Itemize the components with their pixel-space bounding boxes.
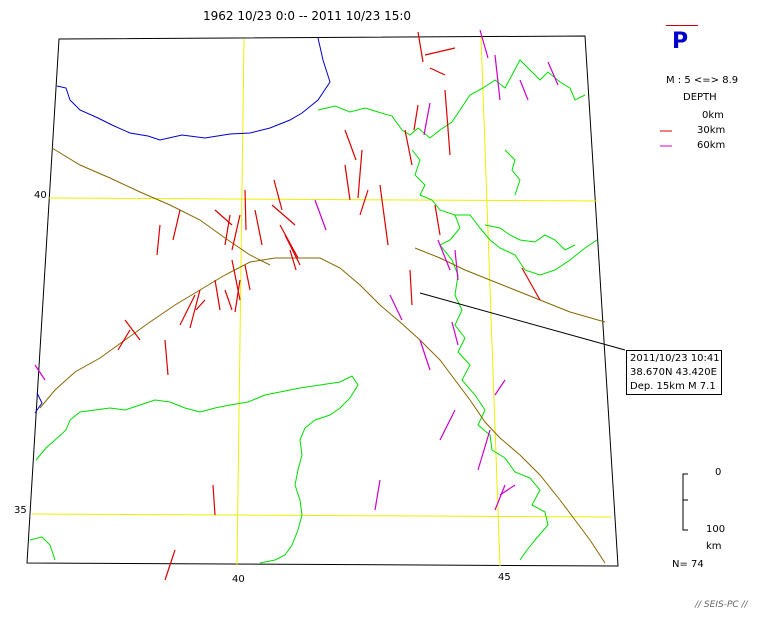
depth-scale-top: 0 xyxy=(715,467,722,478)
event-datetime: 2011/10/23 10:41 xyxy=(630,353,720,364)
coastline xyxy=(56,37,331,141)
event-mark xyxy=(224,289,233,311)
lat-35-line xyxy=(31,513,612,518)
event-mark xyxy=(451,321,459,346)
event-mark xyxy=(477,429,491,471)
event-mark xyxy=(424,47,456,56)
event-mark xyxy=(439,409,456,441)
event-mark xyxy=(195,299,206,311)
event-mark xyxy=(521,267,541,301)
event-mark xyxy=(231,214,241,251)
event-mark xyxy=(423,102,431,136)
event-mark xyxy=(409,269,413,306)
event-mark xyxy=(124,319,141,341)
event-mark xyxy=(179,294,196,326)
event-mark xyxy=(357,149,363,199)
phase-marker-bar xyxy=(666,25,698,26)
event-mark xyxy=(164,549,176,581)
event-mark xyxy=(34,364,46,381)
depth-scale-bar xyxy=(682,473,688,531)
event-mark xyxy=(172,209,181,241)
event-mark xyxy=(519,79,529,101)
lon-40-line xyxy=(236,38,245,566)
event-mark xyxy=(189,289,201,329)
depth-legend-60km: 60km xyxy=(697,140,726,151)
event-mark xyxy=(273,179,283,211)
event-mark xyxy=(404,129,413,166)
lon-45-line xyxy=(480,36,501,567)
event-mark xyxy=(284,234,301,266)
event-mark xyxy=(156,224,161,256)
event-mark xyxy=(379,184,389,246)
credit-label: // SEIS-PC // xyxy=(695,600,748,610)
event-mark xyxy=(444,89,451,156)
event-mark xyxy=(547,61,559,86)
event-mark xyxy=(374,479,381,511)
event-mark xyxy=(212,484,216,516)
depth-legend-title: DEPTH xyxy=(683,92,717,103)
magnitude-range: M : 5 <=> 8.9 xyxy=(666,75,739,86)
lon-45-label: 45 xyxy=(498,572,511,583)
borders xyxy=(29,59,598,564)
event-mark xyxy=(434,204,441,236)
event-mark xyxy=(494,484,506,511)
event-coords: 38.670N 43.420E xyxy=(630,367,717,378)
event-mark xyxy=(224,214,231,246)
event-mark xyxy=(494,379,506,396)
event-mark xyxy=(254,209,263,246)
event-mark xyxy=(429,67,446,76)
event-mark xyxy=(244,264,251,291)
event-mark xyxy=(164,339,169,376)
event-mark xyxy=(437,239,451,271)
event-mark xyxy=(494,54,501,101)
event-mark xyxy=(479,29,489,59)
event-mark xyxy=(344,129,357,161)
depth-legend-30km: 30km xyxy=(697,125,726,136)
event-mark xyxy=(417,31,424,63)
fault-lines xyxy=(39,147,606,564)
event-mark xyxy=(499,484,516,496)
phase-label: P xyxy=(672,29,689,54)
event-mark xyxy=(279,224,299,259)
event-mark xyxy=(389,294,403,321)
event-mark xyxy=(344,164,351,201)
map-frame xyxy=(26,35,619,567)
event-mark xyxy=(314,199,327,231)
depth-legend-0km: 0km xyxy=(702,110,724,121)
event-mark xyxy=(231,259,241,301)
event-mark xyxy=(214,279,221,311)
lat-35-label: 35 xyxy=(14,505,27,516)
event-mark xyxy=(419,339,431,371)
depth-scale-bottom: 100 xyxy=(706,524,726,535)
event-count: N= 74 xyxy=(672,559,704,570)
event-depth-mag: Dep. 15km M 7.1 xyxy=(630,381,716,392)
event-mark xyxy=(413,104,419,131)
lat-40-label: 40 xyxy=(34,190,47,201)
event-mark xyxy=(244,189,247,231)
event-mark xyxy=(117,329,131,351)
time-range-title: 1962 10/23 0:0 -- 2011 10/23 15:0 xyxy=(203,9,412,23)
event-mark xyxy=(271,204,296,226)
lon-40-label: 40 xyxy=(232,574,245,585)
event-mark xyxy=(234,279,241,313)
graticule xyxy=(31,36,612,567)
event-marks xyxy=(34,29,559,581)
depth-scale-unit: km xyxy=(706,541,722,552)
lat-40-line xyxy=(48,197,598,202)
event-mark xyxy=(454,249,459,281)
event-leader-line xyxy=(419,292,626,351)
coastline-caspian xyxy=(34,392,43,414)
event-mark xyxy=(289,249,297,271)
event-callout: 2011/10/23 10:41 38.670N 43.420E Dep. 15… xyxy=(626,350,722,395)
event-mark xyxy=(359,189,369,216)
